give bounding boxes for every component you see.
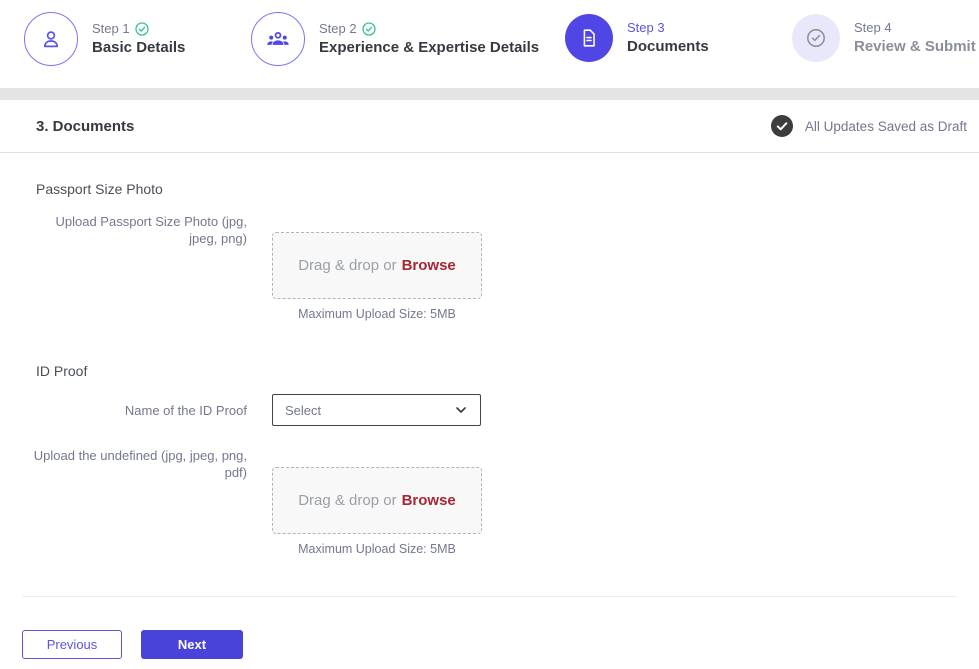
step1-label: Step 1 xyxy=(92,21,185,36)
idproof-upload-label: Upload the undefined (jpg, jpeg, png, pd… xyxy=(33,448,247,480)
footer-divider xyxy=(22,596,957,597)
step4-label: Step 4 xyxy=(854,20,892,35)
stepper-step-review[interactable]: Step 4 Review & Submit xyxy=(792,14,976,62)
idproof-group-label: ID Proof xyxy=(36,363,88,379)
stepper-step-basic-details[interactable]: Step 1 Basic Details xyxy=(24,12,185,66)
step3-title: Documents xyxy=(627,38,709,55)
save-status-text: All Updates Saved as Draft xyxy=(804,118,967,134)
previous-button[interactable]: Previous xyxy=(22,630,122,659)
section-separator xyxy=(0,88,979,100)
completed-check-icon xyxy=(134,21,149,36)
step4-title: Review & Submit xyxy=(854,38,976,55)
step4-circle xyxy=(792,14,840,62)
browse-link[interactable]: Browse xyxy=(401,492,456,509)
step1-title: Basic Details xyxy=(92,39,186,56)
idproof-dropzone[interactable]: Drag & drop or Browse xyxy=(272,467,482,534)
section-header: 3. Documents All Updates Saved as Draft xyxy=(0,100,979,153)
step2-circle xyxy=(251,12,305,66)
stepper-step-experience[interactable]: Step 2 Experience & Expertise Details xyxy=(251,12,539,66)
stepper: Step 1 Basic Details xyxy=(0,0,979,88)
document-icon xyxy=(578,27,600,49)
users-icon xyxy=(264,25,292,53)
step2-title: Experience & Expertise Details xyxy=(319,39,540,56)
completed-check-icon xyxy=(361,21,376,36)
chevron-down-icon xyxy=(454,403,468,417)
idproof-max-size: Maximum Upload Size: 5MB xyxy=(298,542,456,556)
stepper-step-documents[interactable]: Step 3 Documents xyxy=(565,14,709,62)
check-circle-icon xyxy=(804,26,828,50)
dropzone-text: Drag & drop or xyxy=(298,257,397,274)
page-title: 3. Documents xyxy=(36,117,135,135)
step2-label: Step 2 xyxy=(319,21,539,36)
step1-circle xyxy=(24,12,78,66)
passport-upload-label: Upload Passport Size Photo (jpg, jpeg, p… xyxy=(55,214,248,246)
idproof-name-label: Name of the ID Proof xyxy=(124,403,247,418)
passport-group-label: Passport Size Photo xyxy=(36,181,163,197)
passport-dropzone[interactable]: Drag & drop or Browse xyxy=(272,232,482,299)
dropzone-text: Drag & drop or xyxy=(298,492,397,509)
idproof-select[interactable]: Select xyxy=(272,394,481,426)
passport-max-size: Maximum Upload Size: 5MB xyxy=(298,307,456,321)
check-badge-icon xyxy=(770,115,793,137)
next-button[interactable]: Next xyxy=(141,630,243,659)
idproof-select-value: Select xyxy=(285,402,322,418)
user-icon xyxy=(38,26,64,52)
step3-label: Step 3 xyxy=(627,20,665,35)
save-status: All Updates Saved as Draft xyxy=(770,115,967,137)
browse-link[interactable]: Browse xyxy=(401,257,456,274)
step3-circle xyxy=(565,14,613,62)
